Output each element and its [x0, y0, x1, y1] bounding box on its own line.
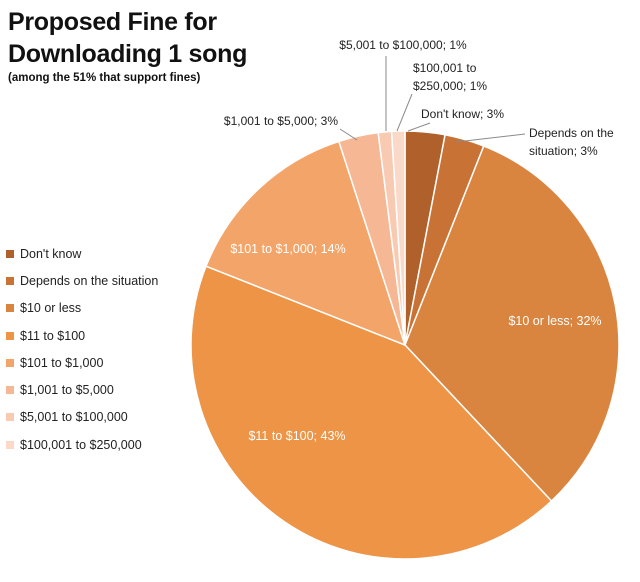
legend-item-10-or-less: $10 or less: [6, 295, 158, 322]
legend-label: $1,001 to $5,000: [20, 383, 114, 398]
data-label-0: Don't know; 3%: [421, 107, 504, 121]
pie-slice-3: [190, 265, 553, 560]
data-label-7-line-0: $100,001 to: [413, 61, 477, 75]
legend-label: $10 or less: [20, 301, 82, 316]
data-label-7-line-1: $250,000; 1%: [413, 79, 487, 93]
data-label-6: $5,001 to $100,000; 1%: [339, 38, 467, 52]
leader-line-7: [396, 93, 413, 132]
legend-swatch: [6, 413, 14, 422]
legend-swatch: [6, 440, 14, 449]
legend-item-5001-to-100000: $5,001 to $100,000: [6, 404, 158, 431]
chart-title-line-1: Proposed Fine for: [8, 8, 217, 36]
legend-item-100001-to-250000: $100,001 to $250,000: [6, 431, 158, 458]
legend: Don't know Depends on the situation $10 …: [6, 240, 158, 458]
leader-line-1: [455, 133, 526, 143]
legend-item-dont-know: Don't know: [6, 240, 158, 267]
legend-label: Depends on the situation: [20, 273, 159, 288]
data-label-1-line-0: Depends on the: [529, 126, 614, 140]
legend-label: Don't know: [20, 246, 82, 261]
legend-label: $5,001 to $100,000: [20, 410, 128, 425]
legend-swatch: [6, 249, 14, 258]
legend-label: $100,001 to $250,000: [20, 437, 142, 452]
pie-slice-2: [404, 145, 620, 503]
data-label-4: $101 to $1,000; 14%: [230, 242, 345, 256]
data-label-2: $10 or less; 32%: [508, 314, 601, 328]
legend-swatch: [6, 331, 14, 340]
legend-item-depends: Depends on the situation: [6, 267, 158, 294]
chart-subtitle: (among the 51% that support fines): [8, 72, 201, 84]
chart-title-block: Proposed Fine for Downloading 1 song (am…: [8, 6, 247, 84]
data-label-1-line-1: situation; 3%: [529, 144, 598, 158]
data-label-3: $11 to $100; 43%: [248, 429, 345, 443]
legend-swatch: [6, 358, 14, 367]
data-label-5: $1,001 to $5,000; 3%: [224, 114, 338, 128]
legend-swatch: [6, 276, 14, 285]
legend-item-11-to-100: $11 to $100: [6, 322, 158, 349]
leader-line-5: [339, 128, 358, 141]
chart-title-line-2: Downloading 1 song: [8, 40, 248, 68]
legend-item-101-to-1000: $101 to $1,000: [6, 349, 158, 376]
legend-swatch: [6, 304, 14, 313]
pie-slice-7: [390, 130, 406, 346]
legend-swatch: [6, 386, 14, 395]
legend-item-1001-to-5000: $1,001 to $5,000: [6, 376, 158, 403]
legend-label: $101 to $1,000: [20, 355, 104, 370]
legend-label: $11 to $100: [20, 328, 86, 343]
leader-line-0: [407, 122, 431, 132]
